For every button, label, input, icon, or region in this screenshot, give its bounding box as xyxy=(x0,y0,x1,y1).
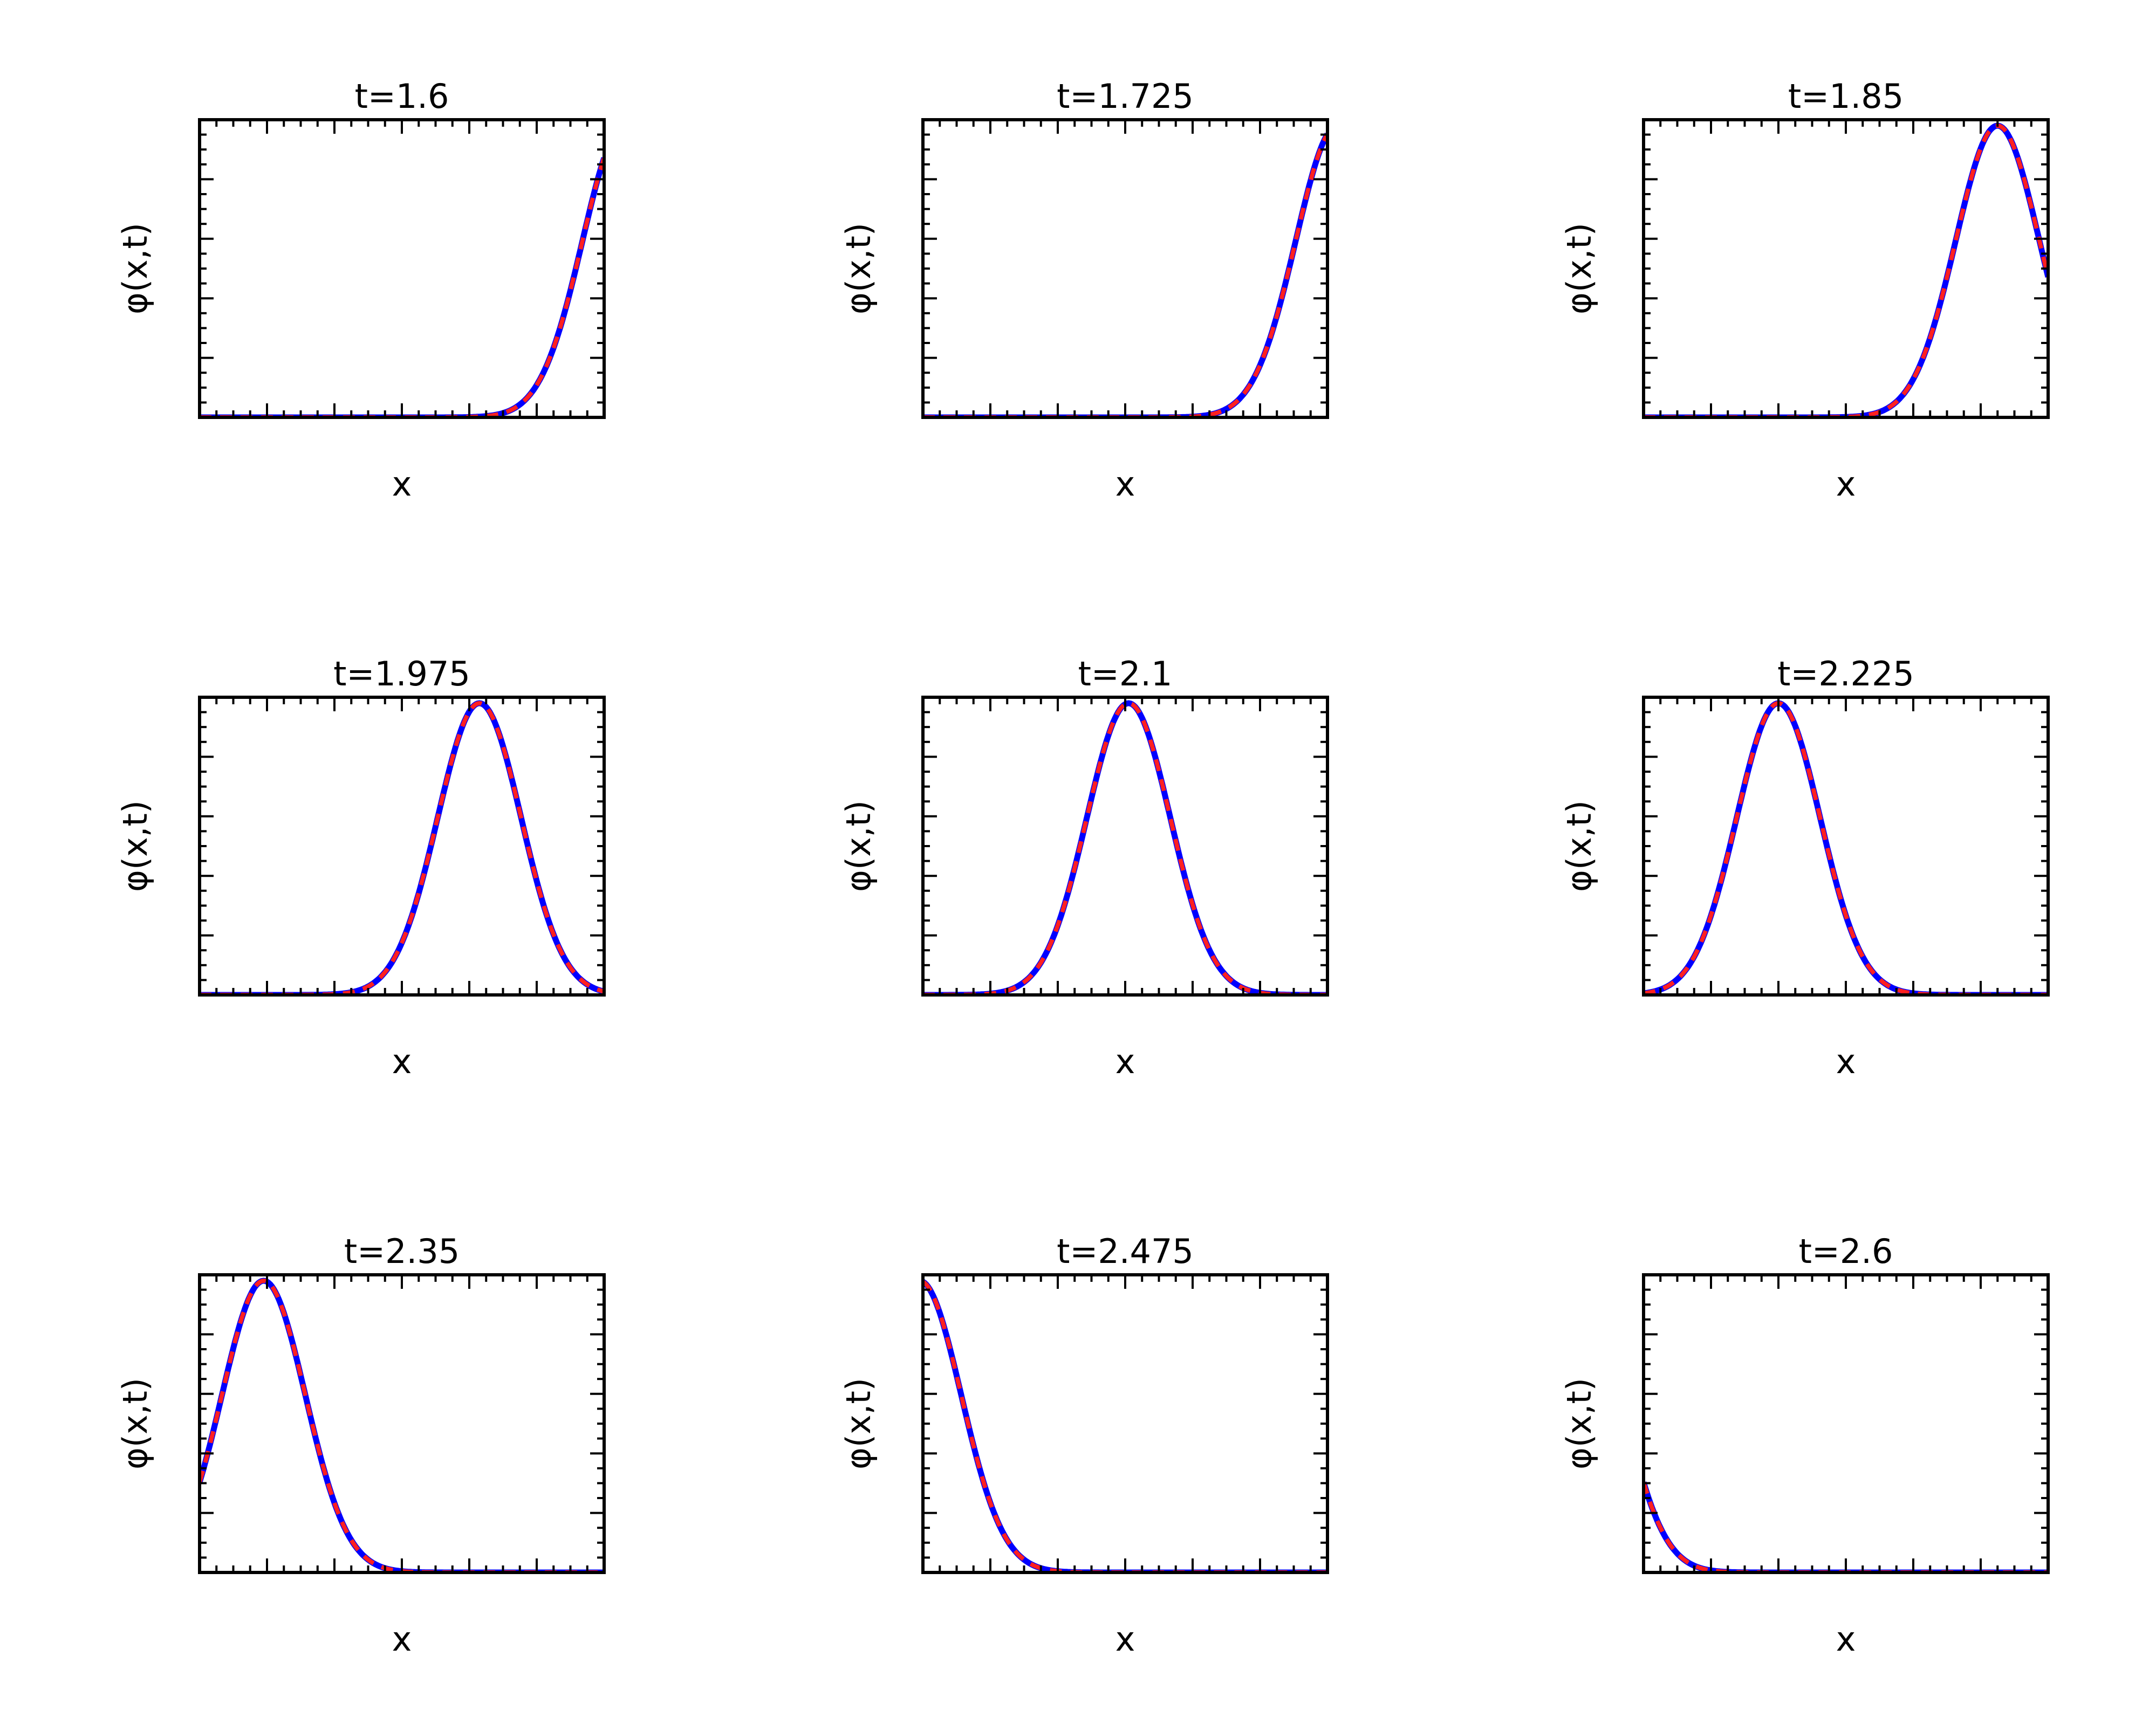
subplot-2: t=1.725 x φ(x,t) xyxy=(839,77,1329,504)
axes-frame xyxy=(921,696,1329,997)
x-axis-label: x xyxy=(1115,464,1135,504)
subplot-title: t=2.1 xyxy=(1078,654,1173,693)
series-line-dashed xyxy=(923,133,1327,417)
x-axis-label: x xyxy=(1115,1619,1135,1659)
subplot-title: t=1.6 xyxy=(355,77,449,116)
series-line-solid xyxy=(923,132,1327,417)
x-axis-label: x xyxy=(392,464,412,504)
series-line-solid xyxy=(200,1277,604,1572)
subplot-title: t=1.85 xyxy=(1788,77,1904,116)
axis-ticks xyxy=(200,1275,604,1572)
subplot-title: t=2.475 xyxy=(1057,1232,1194,1271)
axis-ticks xyxy=(1644,1275,2048,1572)
axis-ticks xyxy=(200,120,604,417)
axes-frame xyxy=(921,118,1329,419)
series-line-solid xyxy=(1644,122,2048,417)
y-axis-label: φ(x,t) xyxy=(839,223,878,314)
subplot-1: t=1.6 x φ(x,t) xyxy=(115,77,606,504)
subplot-3: t=1.85 x φ(x,t) xyxy=(1559,77,2050,504)
subplot-title: t=2.6 xyxy=(1799,1232,1893,1271)
x-axis-label: x xyxy=(1836,464,1856,504)
y-axis-label: φ(x,t) xyxy=(1559,800,1599,892)
y-axis-label: φ(x,t) xyxy=(115,223,155,314)
axes-frame xyxy=(1642,1273,2050,1574)
axes-frame xyxy=(198,696,606,997)
subplot-title: t=1.975 xyxy=(333,654,470,693)
x-axis-label: x xyxy=(1115,1042,1135,1081)
subplot-9: t=2.6 x φ(x,t) xyxy=(1559,1232,2050,1659)
x-axis-label: x xyxy=(1836,1619,1856,1659)
axis-ticks xyxy=(923,1275,1327,1572)
y-axis-label: φ(x,t) xyxy=(1559,1378,1599,1469)
subplot-title: t=1.725 xyxy=(1057,77,1194,116)
y-axis-label: φ(x,t) xyxy=(839,800,878,892)
axis-ticks xyxy=(923,697,1327,995)
axis-ticks xyxy=(1644,697,2048,995)
axes-frame xyxy=(1642,118,2050,419)
axes-frame xyxy=(921,1273,1329,1574)
subplot-6: t=2.225 x φ(x,t) xyxy=(1559,654,2050,1081)
series-line-solid xyxy=(923,1279,1327,1572)
series-line-solid xyxy=(200,700,604,995)
axis-ticks xyxy=(1644,120,2048,417)
series-line-dashed xyxy=(923,700,1327,995)
subplot-8: t=2.475 x φ(x,t) xyxy=(839,1232,1329,1659)
x-axis-label: x xyxy=(392,1619,412,1659)
x-axis-label: x xyxy=(1836,1042,1856,1081)
subplot-4: t=1.975 x φ(x,t) xyxy=(115,654,606,1081)
axis-ticks xyxy=(923,120,1327,417)
subplot-title: t=2.225 xyxy=(1777,654,1914,693)
subplot-5: t=2.1 x φ(x,t) xyxy=(839,654,1329,1081)
axis-ticks xyxy=(200,697,604,995)
series-line-solid xyxy=(200,157,604,417)
axes-frame xyxy=(198,1273,606,1574)
y-axis-label: φ(x,t) xyxy=(115,1378,155,1469)
series-line-dashed xyxy=(1644,700,2048,995)
y-axis-label: φ(x,t) xyxy=(1559,223,1599,314)
subplot-title: t=2.35 xyxy=(344,1232,460,1271)
series-line-dashed xyxy=(200,157,604,417)
subplot-7: t=2.35 x φ(x,t) xyxy=(115,1232,606,1659)
x-axis-label: x xyxy=(392,1042,412,1081)
series-line-dashed xyxy=(200,700,604,995)
series-line-dashed xyxy=(200,1278,604,1572)
series-line-solid xyxy=(1644,700,2048,995)
series-line-dashed xyxy=(923,1280,1327,1572)
series-line-dashed xyxy=(1644,123,2048,417)
y-axis-label: φ(x,t) xyxy=(115,800,155,892)
y-axis-label: φ(x,t) xyxy=(839,1378,878,1469)
axes-frame xyxy=(1642,696,2050,997)
series-line-solid xyxy=(923,700,1327,995)
